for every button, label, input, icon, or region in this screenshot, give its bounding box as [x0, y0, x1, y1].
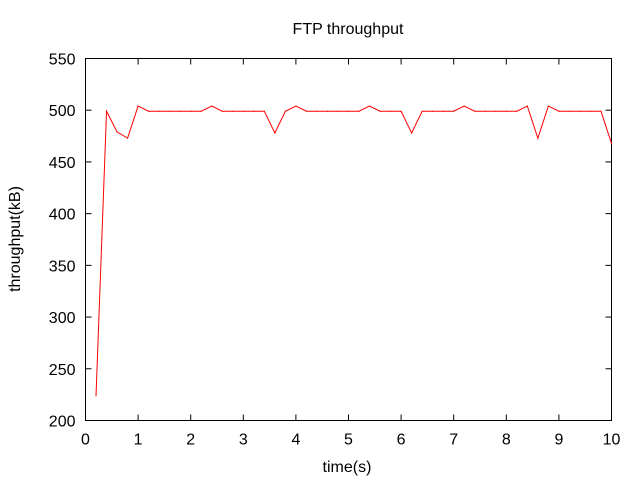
- chart-title: FTP throughput: [293, 21, 404, 38]
- data-point: [558, 110, 560, 112]
- x-tick-label: 3: [239, 432, 248, 449]
- data-point: [105, 110, 108, 112]
- y-tick-labels: 200 250 300 350 400 450 500 550: [49, 52, 76, 431]
- x-tick-label: 0: [81, 432, 90, 449]
- x-tick-label: 10: [603, 432, 621, 449]
- axis-ticks: [85, 58, 612, 421]
- data-point: [463, 105, 465, 107]
- data-point: [495, 110, 497, 112]
- data-point: [295, 105, 297, 107]
- data-point: [389, 110, 392, 112]
- data-point: [600, 110, 602, 112]
- data-point: [116, 131, 118, 133]
- data-point: [158, 110, 160, 112]
- data-point: [274, 132, 276, 134]
- data-point: [337, 110, 339, 112]
- data-point: [95, 395, 97, 397]
- data-point: [305, 110, 308, 112]
- y-tick-label: 350: [49, 258, 76, 275]
- data-point: [221, 110, 223, 112]
- data-point: [579, 110, 581, 112]
- plot-area: [85, 58, 612, 421]
- data-point: [169, 110, 171, 112]
- x-tick-label: 2: [186, 432, 195, 449]
- data-point: [442, 110, 444, 112]
- data-point: [474, 110, 476, 112]
- data-point: [326, 110, 329, 112]
- x-tick-labels: 0 1 2 3 4 5 6 7 8 9 10: [81, 432, 620, 449]
- series-layer: [95, 105, 613, 397]
- x-tick-label: 4: [291, 432, 300, 449]
- y-tick-label: 200: [49, 414, 76, 431]
- y-tick-label: 300: [49, 310, 76, 327]
- data-point: [400, 110, 402, 112]
- data-point: [610, 142, 613, 144]
- data-point: [190, 110, 192, 112]
- x-tick-label: 9: [554, 432, 563, 449]
- data-point: [379, 110, 381, 112]
- data-point: [263, 110, 265, 112]
- data-point: [316, 110, 318, 112]
- data-point: [526, 105, 528, 107]
- data-point: [368, 105, 371, 107]
- y-tick-label: 550: [49, 52, 76, 69]
- y-tick-label: 250: [49, 362, 76, 379]
- data-point: [432, 110, 434, 112]
- data-point: [232, 110, 234, 112]
- data-point: [347, 110, 350, 112]
- data-point: [253, 110, 255, 112]
- x-axis-label: time(s): [323, 459, 372, 476]
- y-tick-label: 450: [49, 155, 76, 172]
- data-point: [547, 105, 549, 107]
- data-point: [358, 110, 360, 112]
- series-line: [95, 105, 612, 396]
- y-tick-label: 400: [49, 207, 76, 224]
- data-point: [126, 137, 129, 139]
- data-point: [284, 110, 286, 112]
- data-point: [137, 105, 139, 107]
- data-point: [453, 110, 455, 112]
- data-point: [516, 110, 518, 112]
- data-point: [211, 105, 213, 107]
- data-point: [411, 132, 413, 134]
- data-point: [537, 137, 539, 139]
- x-tick-label: 6: [397, 432, 406, 449]
- data-point: [505, 110, 507, 112]
- x-tick-label: 8: [502, 432, 511, 449]
- y-axis-label: throughput(kB): [7, 186, 24, 292]
- data-point: [179, 110, 181, 112]
- y-tick-label: 500: [49, 103, 76, 120]
- data-point: [484, 110, 486, 112]
- data-point: [568, 110, 571, 112]
- x-tick-label: 7: [449, 432, 458, 449]
- data-point: [200, 110, 202, 112]
- data-point: [589, 110, 592, 112]
- data-point: [421, 110, 423, 112]
- data-point: [242, 110, 244, 112]
- x-tick-label: 1: [134, 432, 143, 449]
- x-tick-label: 5: [344, 432, 353, 449]
- data-point: [148, 110, 150, 112]
